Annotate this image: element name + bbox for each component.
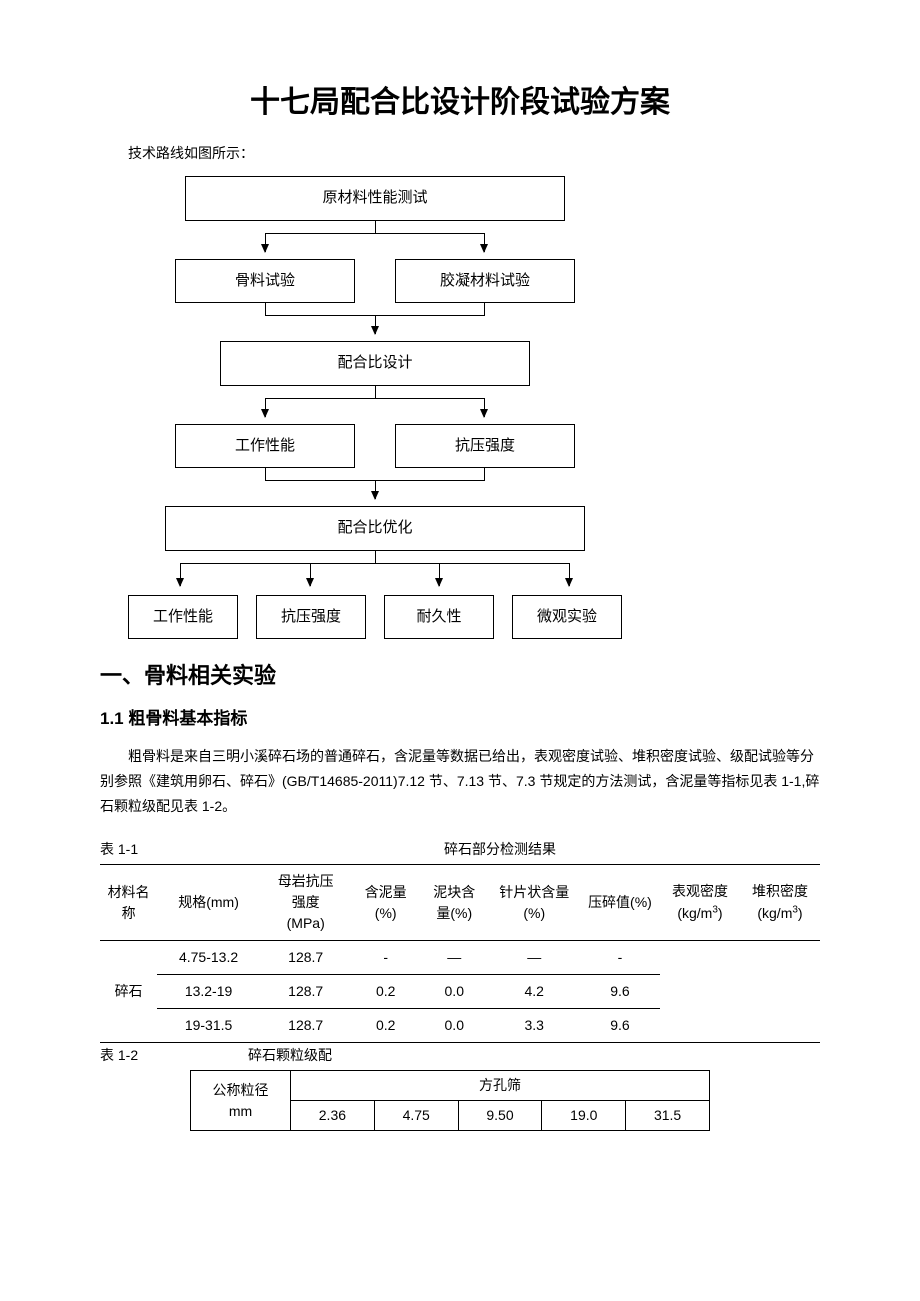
t2-sieve: 31.5 bbox=[626, 1101, 710, 1131]
section-1-1-heading: 1.1 粗骨料基本指标 bbox=[100, 706, 820, 732]
t1-header-crush: 压碎值(%) bbox=[580, 865, 660, 941]
flow-node-binder-test: 胶凝材料试验 bbox=[395, 259, 575, 304]
table-1-2-title: 碎石颗粒级配 bbox=[180, 1045, 400, 1066]
table-1-2-caption: 表 1-2 碎石颗粒级配 bbox=[100, 1045, 820, 1066]
t1-cell: 13.2-19 bbox=[157, 975, 260, 1009]
t1-cell: — bbox=[489, 941, 580, 975]
table-1-1-title: 碎石部分检测结果 bbox=[180, 839, 820, 860]
table-1-1-caption: 表 1-1 碎石部分检测结果 bbox=[100, 839, 820, 860]
flow-node-mix-design: 配合比设计 bbox=[220, 341, 530, 386]
flow-node-compressive-strength-2: 抗压强度 bbox=[256, 595, 366, 640]
flow-node-workability: 工作性能 bbox=[175, 424, 355, 469]
section-1-1-body: 粗骨料是来自三明小溪碎石场的普通碎石，含泥量等数据已给出，表观密度试验、堆积密度… bbox=[100, 744, 820, 820]
t1-cell: 19-31.5 bbox=[157, 1009, 260, 1043]
document-title: 十七局配合比设计阶段试验方案 bbox=[100, 80, 820, 125]
table-1-2-number: 表 1-2 bbox=[100, 1045, 180, 1066]
flowchart: 原材料性能测试 骨料试验 胶凝材料试验 配合比设计 bbox=[100, 176, 650, 639]
t2-sieve: 2.36 bbox=[291, 1101, 375, 1131]
t2-sieve-label: 方孔筛 bbox=[291, 1071, 710, 1101]
table-row: 公称粒径mm 方孔筛 bbox=[191, 1071, 710, 1101]
t1-header-mudblock: 泥块含量(%) bbox=[420, 865, 489, 941]
t1-header-material: 材料名称 bbox=[100, 865, 157, 941]
t1-body: 碎石 4.75-13.2 128.7 - — — - 13.2-19 128.7… bbox=[100, 941, 820, 1043]
t1-cell: 128.7 bbox=[260, 941, 351, 975]
t1-cell: 0.0 bbox=[420, 975, 489, 1009]
t1-header-needle: 针片状含量(%) bbox=[489, 865, 580, 941]
table-1-1: 材料名称 规格(mm) 母岩抗压强度(MPa) 含泥量(%) 泥块含量(%) 针… bbox=[100, 864, 820, 1043]
t2-nominal-size-label: 公称粒径mm bbox=[191, 1071, 291, 1131]
intro-text: 技术路线如图所示： bbox=[100, 143, 820, 164]
t1-cell: - bbox=[580, 941, 660, 975]
t1-cell: - bbox=[351, 941, 420, 975]
t1-header-spec: 规格(mm) bbox=[157, 865, 260, 941]
t1-cell bbox=[740, 941, 820, 1043]
t1-material: 碎石 bbox=[100, 941, 157, 1043]
t2-sieve: 9.50 bbox=[458, 1101, 542, 1131]
flow-node-durability: 耐久性 bbox=[384, 595, 494, 640]
t1-cell: 4.2 bbox=[489, 975, 580, 1009]
t2-sieve: 19.0 bbox=[542, 1101, 626, 1131]
t1-cell bbox=[660, 941, 740, 1043]
t1-header-strength: 母岩抗压强度(MPa) bbox=[260, 865, 351, 941]
flow-node-mix-optimize: 配合比优化 bbox=[165, 506, 585, 551]
table-1-1-number: 表 1-1 bbox=[100, 839, 180, 860]
flow-node-aggregate-test: 骨料试验 bbox=[175, 259, 355, 304]
t1-cell: 0.2 bbox=[351, 975, 420, 1009]
t1-cell: 4.75-13.2 bbox=[157, 941, 260, 975]
t1-cell: 128.7 bbox=[260, 975, 351, 1009]
flow-node-workability-2: 工作性能 bbox=[128, 595, 238, 640]
t1-header-bulkdens: 堆积密度(kg/m3) bbox=[740, 865, 820, 941]
table-1-2: 公称粒径mm 方孔筛 2.36 4.75 9.50 19.0 31.5 bbox=[190, 1070, 710, 1131]
table-row: 碎石 4.75-13.2 128.7 - — — - bbox=[100, 941, 820, 975]
t1-cell: 128.7 bbox=[260, 1009, 351, 1043]
t1-cell: 0.2 bbox=[351, 1009, 420, 1043]
flow-node-microscopy: 微观实验 bbox=[512, 595, 622, 640]
t1-cell: 9.6 bbox=[580, 975, 660, 1009]
t1-cell: 3.3 bbox=[489, 1009, 580, 1043]
t1-header-mud: 含泥量(%) bbox=[351, 865, 420, 941]
t1-cell: 9.6 bbox=[580, 1009, 660, 1043]
flow-node-raw-material-test: 原材料性能测试 bbox=[185, 176, 565, 221]
section-1-heading: 一、骨料相关实验 bbox=[100, 659, 820, 692]
t2-sieve: 4.75 bbox=[374, 1101, 458, 1131]
flow-node-compressive-strength: 抗压强度 bbox=[395, 424, 575, 469]
t1-cell: 0.0 bbox=[420, 1009, 489, 1043]
t1-cell: — bbox=[420, 941, 489, 975]
t1-header-appdens: 表观密度(kg/m3) bbox=[660, 865, 740, 941]
